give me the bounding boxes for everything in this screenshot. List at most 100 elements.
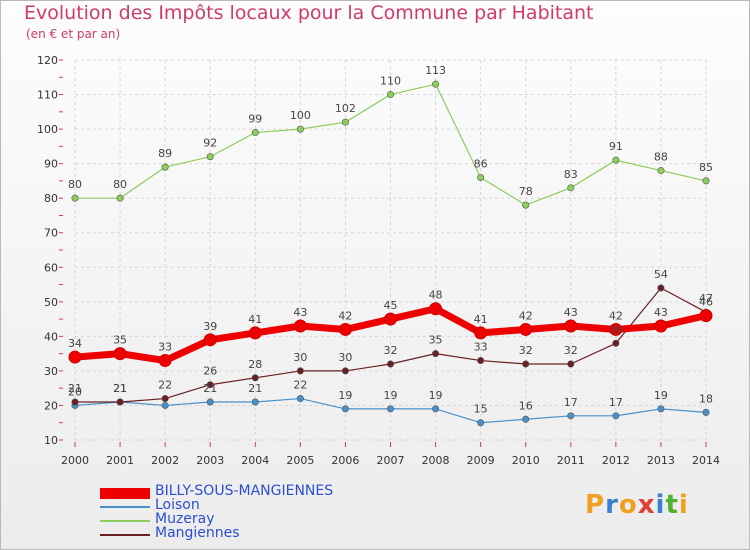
data-label: 22: [158, 379, 172, 392]
data-point: [161, 163, 169, 171]
data-label: 41: [248, 313, 262, 326]
data-point: [567, 184, 575, 192]
data-point: [519, 322, 533, 336]
data-label: 35: [113, 334, 127, 347]
data-point: [338, 322, 352, 336]
data-point: [474, 326, 488, 340]
chart-title: Evolution des Impôts locaux pour la Comm…: [24, 2, 594, 24]
data-point: [296, 395, 304, 403]
x-tick-label: 2006: [331, 454, 359, 467]
data-point: [612, 339, 620, 347]
x-tick-label: 2004: [241, 454, 269, 467]
legend-swatch: [100, 487, 150, 499]
logo-letter: t: [665, 490, 679, 520]
data-point: [477, 173, 485, 181]
data-label: 35: [429, 334, 443, 347]
legend-label: BILLY-SOUS-MANGIENNES: [155, 483, 334, 499]
data-point: [477, 419, 485, 427]
y-tick-label: 40: [44, 330, 58, 343]
data-label: 110: [380, 75, 401, 88]
data-label: 17: [609, 396, 623, 409]
data-label: 89: [158, 147, 172, 160]
chart-subtitle: (en € et par an): [26, 27, 121, 41]
data-point: [161, 401, 169, 409]
data-label: 47: [699, 292, 713, 305]
x-tick-label: 2009: [467, 454, 495, 467]
data-point: [251, 398, 259, 406]
legend-label: Loison: [155, 497, 200, 513]
data-label: 26: [203, 365, 217, 378]
y-tick-label: 60: [44, 261, 58, 274]
y-tick-label: 20: [44, 399, 58, 412]
data-point: [296, 125, 304, 133]
data-label: 92: [203, 137, 217, 150]
logo-letter: P: [585, 490, 606, 520]
data-point: [522, 360, 530, 368]
data-point: [657, 167, 665, 175]
data-point: [341, 405, 349, 413]
data-point: [248, 326, 262, 340]
data-point: [206, 381, 214, 389]
data-label: 32: [519, 344, 533, 357]
y-tick-label: 100: [37, 123, 58, 136]
data-label: 39: [203, 320, 217, 333]
data-label: 88: [654, 151, 668, 164]
data-point: [567, 412, 575, 420]
data-label: 19: [338, 389, 352, 402]
y-tick-label: 70: [44, 227, 58, 240]
data-point: [432, 80, 440, 88]
data-point: [657, 405, 665, 413]
legend-label: Mangiennes: [155, 525, 240, 541]
data-point: [113, 347, 127, 361]
data-point: [384, 312, 397, 326]
logo-letter: o: [618, 490, 638, 520]
data-label: 21: [68, 382, 82, 395]
data-label: 54: [654, 268, 668, 281]
data-label: 43: [654, 306, 668, 319]
data-label: 42: [338, 309, 352, 322]
data-point: [116, 194, 124, 202]
y-tick-label: 80: [44, 192, 58, 205]
y-tick-label: 90: [44, 158, 58, 171]
data-point: [432, 350, 440, 358]
data-label: 19: [654, 389, 668, 402]
data-point: [609, 322, 623, 336]
data-label: 32: [564, 344, 578, 357]
data-label: 30: [338, 351, 352, 364]
x-tick-label: 2007: [377, 454, 405, 467]
x-tick-label: 2011: [557, 454, 585, 467]
data-label: 43: [293, 306, 307, 319]
data-point: [567, 360, 575, 368]
data-point: [386, 91, 394, 99]
data-point: [296, 367, 304, 375]
data-label: 113: [425, 64, 446, 77]
data-point: [654, 319, 668, 333]
data-label: 41: [474, 313, 488, 326]
data-label: 42: [609, 309, 623, 322]
data-label: 48: [429, 289, 443, 302]
data-label: 33: [474, 341, 488, 354]
data-label: 46: [699, 296, 713, 309]
y-tick-label: 10: [44, 434, 58, 447]
x-tick-label: 2014: [692, 454, 720, 467]
legend-label: Muzeray: [155, 511, 215, 527]
data-label: 45: [384, 299, 398, 312]
data-point: [341, 367, 349, 375]
data-label: 21: [113, 382, 127, 395]
data-label: 30: [293, 351, 307, 364]
data-label: 19: [384, 389, 398, 402]
y-tick-label: 120: [37, 54, 58, 67]
data-point: [71, 194, 79, 202]
logo-letter: i: [655, 490, 666, 520]
data-label: 86: [474, 157, 488, 170]
proxiti-logo: Proxiti: [585, 490, 689, 520]
data-point: [206, 153, 214, 161]
y-tick-label: 110: [37, 89, 58, 102]
data-label: 80: [113, 178, 127, 191]
data-point: [612, 412, 620, 420]
data-point: [293, 319, 307, 333]
data-label: 21: [203, 382, 217, 395]
y-tick-label: 50: [44, 296, 58, 309]
data-point: [657, 284, 665, 292]
